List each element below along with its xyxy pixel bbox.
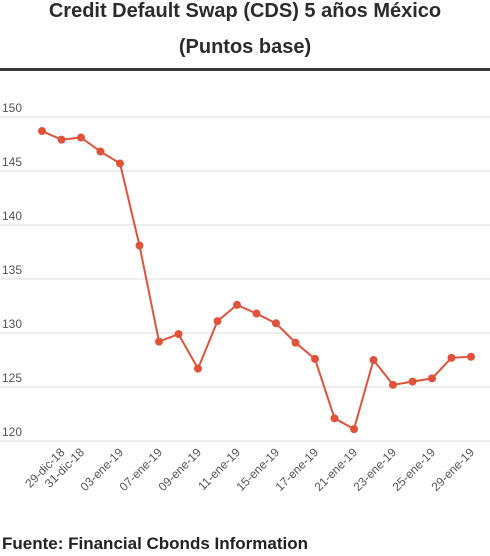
data-point [135,241,144,250]
x-axis-tick-labels: 29-dic-1831-dic-1803-ene-1907-ene-1909-e… [22,445,477,494]
data-point [428,374,436,383]
data-point [467,352,475,361]
data-point [174,330,183,339]
y-tick-label: 150 [2,101,22,115]
data-point [213,317,222,326]
data-point [447,353,456,362]
series-line [41,130,472,431]
y-tick-label: 135 [2,263,22,277]
data-point [350,425,358,434]
cds-series [38,127,475,434]
data-point [155,337,163,346]
y-tick-label: 140 [2,209,22,223]
y-tick-label: 145 [2,155,22,169]
data-point [389,380,397,389]
data-point [77,133,85,142]
data-point [38,127,46,136]
title-divider [0,68,490,71]
data-point [369,356,378,364]
source-note: Fuente: Financial Cbonds Information [2,534,308,553]
data-point [116,159,124,168]
y-tick-label: 125 [2,371,22,385]
data-point [252,309,261,318]
y-axis-tick-labels: 120 125 130 135 140 145 150 [2,101,22,439]
data-point [194,364,202,373]
data-point [57,135,66,144]
chart-title: Credit Default Swap (CDS) 5 años México [48,0,442,22]
cds-line-chart: 120 125 130 135 140 145 150 29-dic-1831-dic-18… [0,101,490,494]
y-tick-label: 130 [2,317,22,331]
data-point [272,319,280,328]
data-point [408,377,417,386]
data-point [330,414,339,423]
data-point [233,300,241,309]
data-point [311,354,319,363]
chart-gridlines [0,116,490,442]
chart-subtitle: (Puntos base) [178,36,312,58]
data-point [291,338,300,347]
x-tick-label: 29-ene-19 [429,445,478,494]
data-point [96,147,105,156]
y-tick-label: 120 [2,425,22,439]
